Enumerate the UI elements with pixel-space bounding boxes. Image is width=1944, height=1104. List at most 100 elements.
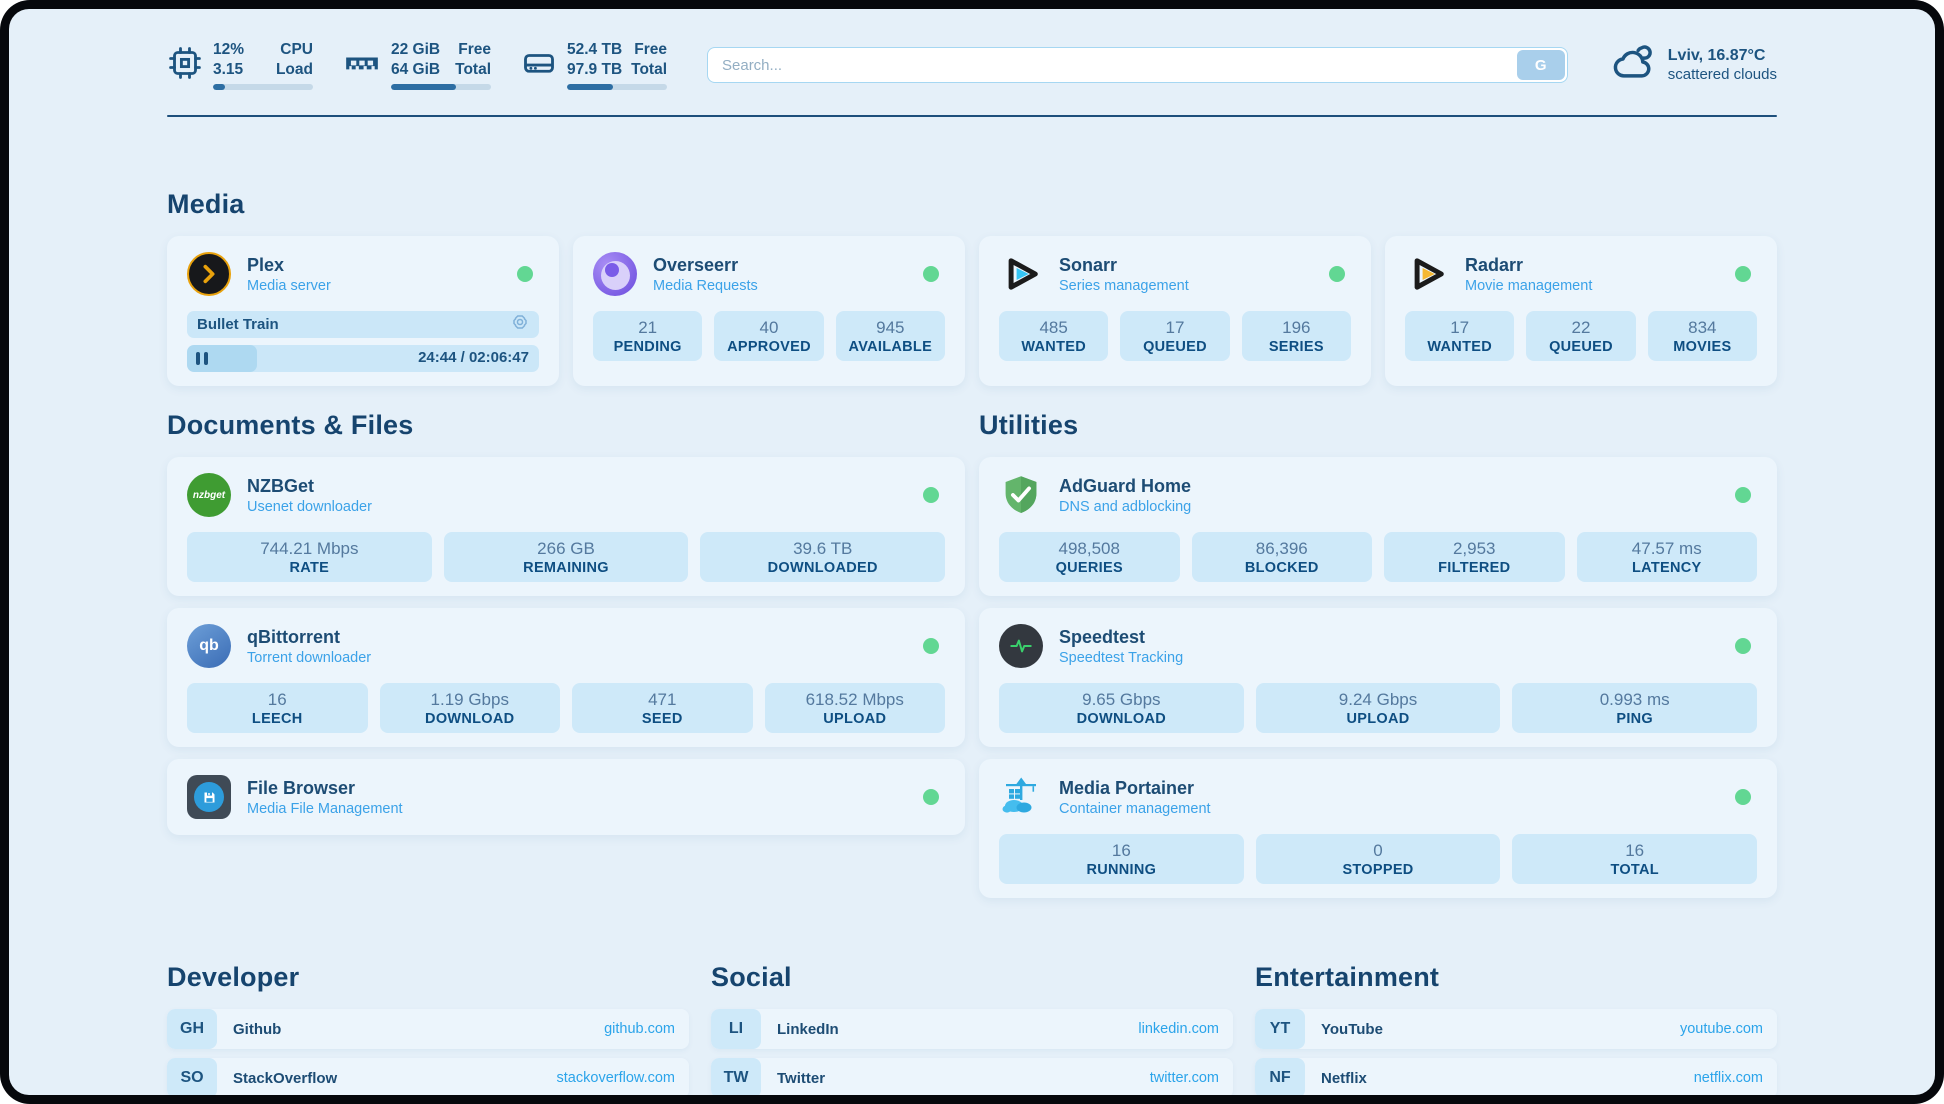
drive-icon xyxy=(521,45,557,86)
stat-tile: 485 WANTED xyxy=(999,311,1109,361)
qbittorrent-icon: qb xyxy=(187,624,231,668)
app-card-speedtest[interactable]: Speedtest Speedtest Tracking 9.65 Gbps D… xyxy=(979,608,1777,747)
weather-widget: Lviv, 16.87°C scattered clouds xyxy=(1612,41,1777,90)
stat-tile: 498,508 QUERIES xyxy=(999,532,1180,582)
app-card-portainer[interactable]: Media Portainer Container management 16 … xyxy=(979,759,1777,898)
app-subtitle: DNS and adblocking xyxy=(1059,498,1192,515)
pause-icon[interactable] xyxy=(196,352,210,365)
status-online-dot xyxy=(923,266,939,282)
stat-tile: 39.6 TB DOWNLOADED xyxy=(700,532,946,582)
playback-time: 24:44 / 02:06:47 xyxy=(418,349,529,366)
bookmark-abbr: YT xyxy=(1255,1009,1305,1049)
system-stats: 12% 3.15 CPU Load xyxy=(167,40,667,90)
bookmark-netflix[interactable]: NF Netflix netflix.com xyxy=(1255,1058,1777,1095)
stat-tile: 17 WANTED xyxy=(1405,311,1515,361)
app-card-plex[interactable]: Plex Media server Bullet Train xyxy=(167,236,559,386)
bookmark-url: youtube.com xyxy=(1679,1021,1763,1037)
media-card-grid: Plex Media server Bullet Train xyxy=(167,236,1777,386)
stat-tile: 16 RUNNING xyxy=(999,834,1244,884)
app-title: Media Portainer xyxy=(1059,777,1195,798)
cloud-icon xyxy=(1612,41,1656,90)
camera-icon[interactable] xyxy=(511,313,529,336)
bookmark-abbr: TW xyxy=(711,1058,761,1095)
bookmark-github[interactable]: GH Github github.com xyxy=(167,1009,689,1049)
stat-tile: 196 SERIES xyxy=(1241,311,1351,361)
portainer-icon xyxy=(999,775,1043,819)
section-title-developer: Developer xyxy=(167,962,300,992)
nzbget-icon: nzbget xyxy=(187,473,231,517)
bookmark-name: Github xyxy=(233,1020,282,1038)
section-title-utilities: Utilities xyxy=(979,410,1079,440)
search-input[interactable] xyxy=(707,47,1568,83)
bookmark-youtube[interactable]: YT YouTube youtube.com xyxy=(1255,1009,1777,1049)
disk-labels: Free Total xyxy=(631,41,667,78)
app-title: Sonarr xyxy=(1059,254,1118,275)
stat-tile: 0 STOPPED xyxy=(1255,834,1501,884)
memory-icon xyxy=(343,44,381,87)
radarr-icon xyxy=(1405,252,1449,296)
stat-tile: 47.57 ms LATENCY xyxy=(1576,532,1757,582)
bookmark-url: linkedin.com xyxy=(1138,1021,1219,1037)
app-title: NZBGet xyxy=(247,475,314,496)
app-card-nzbget[interactable]: nzbget NZBGet Usenet downloader 744.21 M… xyxy=(167,457,965,596)
status-online-dot xyxy=(1735,266,1751,282)
app-card-filebrowser[interactable]: File Browser Media File Management xyxy=(167,759,965,835)
bookmark-url: github.com xyxy=(604,1021,675,1037)
app-subtitle: Usenet downloader xyxy=(247,498,372,515)
app-title: qBittorrent xyxy=(247,626,340,647)
weather-condition: scattered clouds xyxy=(1667,66,1777,83)
top-bar: 12% 3.15 CPU Load xyxy=(167,37,1777,93)
disk-stat: 52.4 TB 97.9 TB Free Total xyxy=(521,40,667,90)
plex-icon xyxy=(187,252,231,296)
bookmark-linkedin[interactable]: LI LinkedIn linkedin.com xyxy=(711,1009,1233,1049)
bookmark-url: stackoverflow.com xyxy=(556,1070,675,1086)
app-title: Radarr xyxy=(1465,254,1524,275)
bookmarks-developer: Developer GH Github github.com SO StackO… xyxy=(167,962,689,1095)
app-subtitle: Container management xyxy=(1059,800,1211,817)
cpu-usage-bar xyxy=(213,84,313,90)
stat-tile: 9.24 Gbps UPLOAD xyxy=(1255,683,1501,733)
app-card-sonarr[interactable]: Sonarr Series management 485 WANTED 17 Q… xyxy=(979,236,1371,386)
ram-stat: 22 GiB 64 GiB Free Total xyxy=(343,40,491,90)
stat-tile: 40 APPROVED xyxy=(714,311,824,361)
bookmark-stackoverflow[interactable]: SO StackOverflow stackoverflow.com xyxy=(167,1058,689,1095)
bookmark-abbr: SO xyxy=(167,1058,217,1095)
app-card-radarr[interactable]: Radarr Movie management 17 WANTED 22 QUE… xyxy=(1385,236,1777,386)
bookmark-name: StackOverflow xyxy=(233,1069,338,1087)
app-title: File Browser xyxy=(247,777,356,798)
cpu-values: 12% 3.15 xyxy=(213,41,245,78)
status-online-dot xyxy=(923,638,939,654)
section-title-documents: Documents & Files xyxy=(167,410,414,440)
section-title-entertainment: Entertainment xyxy=(1255,962,1440,992)
app-card-overseerr[interactable]: Overseerr Media Requests 21 PENDING 40 A… xyxy=(573,236,965,386)
stat-tile: 0.993 ms PING xyxy=(1512,683,1758,733)
app-card-qbittorrent[interactable]: qb qBittorrent Torrent downloader 16 LEE… xyxy=(167,608,965,747)
status-online-dot xyxy=(1735,638,1751,654)
status-online-dot xyxy=(517,266,533,282)
stat-tile: 2,953 FILTERED xyxy=(1384,532,1565,582)
status-online-dot xyxy=(923,789,939,805)
app-title: Plex xyxy=(247,254,285,275)
app-subtitle: Media File Management xyxy=(247,800,403,817)
app-title: Overseerr xyxy=(653,254,739,275)
bookmark-url: netflix.com xyxy=(1693,1070,1763,1086)
bookmark-twitter[interactable]: TW Twitter twitter.com xyxy=(711,1058,1233,1095)
dashboard: 12% 3.15 CPU Load xyxy=(9,9,1935,1095)
stat-tile: 21 PENDING xyxy=(593,311,703,361)
stat-tile: 834 MOVIES xyxy=(1647,311,1757,361)
cpu-labels: CPU Load xyxy=(275,41,313,78)
stat-tile: 471 SEED xyxy=(572,683,753,733)
search-engine-button[interactable]: G xyxy=(1516,50,1565,80)
app-subtitle: Media Requests xyxy=(653,277,758,294)
stat-tile: 16 LEECH xyxy=(187,683,368,733)
speedtest-icon xyxy=(999,624,1043,668)
playback-progress: 24:44 / 02:06:47 xyxy=(187,345,539,372)
stat-tile: 744.21 Mbps RATE xyxy=(187,532,432,582)
section-title-media: Media xyxy=(167,189,245,219)
bookmark-name: Netflix xyxy=(1321,1069,1367,1087)
ram-usage-bar xyxy=(391,84,491,90)
app-card-adguard[interactable]: AdGuard Home DNS and adblocking 498,508 … xyxy=(979,457,1777,596)
status-online-dot xyxy=(1735,487,1751,503)
stat-tile: 16 TOTAL xyxy=(1512,834,1758,884)
